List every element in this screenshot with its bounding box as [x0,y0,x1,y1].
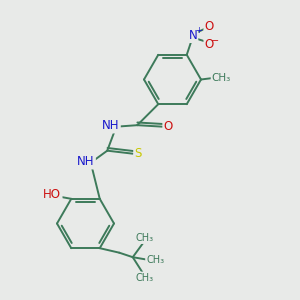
Text: NH: NH [102,119,120,132]
Text: CH₃: CH₃ [212,73,231,83]
Text: −: − [211,36,219,46]
Text: N: N [188,29,197,42]
Text: CH₃: CH₃ [146,255,164,265]
Text: S: S [134,147,142,160]
Text: CH₃: CH₃ [135,273,153,283]
Text: +: + [195,26,202,35]
Text: O: O [164,120,173,133]
Text: O: O [205,20,214,33]
Text: NH: NH [77,155,95,168]
Text: O: O [205,38,214,51]
Text: CH₃: CH₃ [135,233,153,243]
Text: HO: HO [43,188,61,201]
